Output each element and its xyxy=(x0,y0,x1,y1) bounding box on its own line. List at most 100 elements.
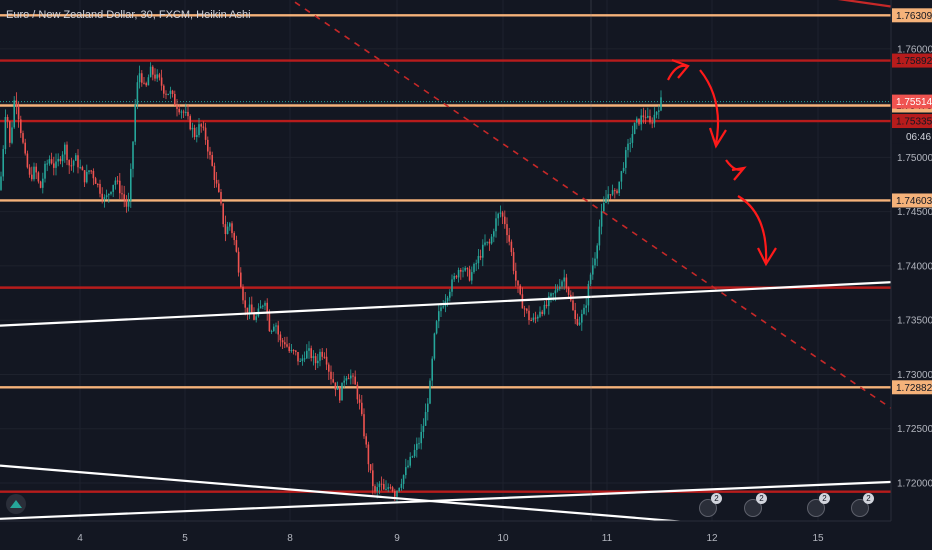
candle-body xyxy=(92,170,95,179)
candle-body xyxy=(345,378,348,381)
candle-body xyxy=(609,194,612,196)
candle-body xyxy=(202,126,205,128)
candle-body xyxy=(44,163,46,179)
candle-body xyxy=(519,285,521,295)
trendline-dashed-resistance[interactable] xyxy=(294,1,892,409)
candle-body xyxy=(563,277,565,282)
candle-body xyxy=(649,115,651,123)
arrow-down-curve-1 xyxy=(699,69,720,145)
candle-body xyxy=(350,375,352,379)
candle-body xyxy=(517,280,519,286)
tradingview-logo-icon[interactable] xyxy=(6,494,26,514)
event-icon[interactable]: 2 xyxy=(744,493,767,517)
candle-body xyxy=(512,252,515,271)
candle-body xyxy=(475,263,477,265)
candle-body xyxy=(198,124,200,136)
arrow-down-curve-3 xyxy=(737,195,768,263)
candle-body xyxy=(33,166,35,180)
event-icon[interactable]: 2 xyxy=(851,493,874,517)
candle-body xyxy=(169,90,172,94)
candle-body xyxy=(332,379,334,383)
price-tag-box xyxy=(892,193,932,208)
candle-body xyxy=(48,159,51,164)
candle-body xyxy=(182,111,185,113)
candle-body xyxy=(281,340,284,343)
arrow-down-head-1 xyxy=(708,127,727,149)
candle-body xyxy=(152,66,154,75)
trendline-top-red[interactable] xyxy=(830,0,892,8)
candle-body xyxy=(262,305,264,307)
trendline-falling-line[interactable] xyxy=(0,464,701,525)
candle-body xyxy=(479,255,482,258)
time-tick-label: 12 xyxy=(706,533,718,544)
candle-body xyxy=(473,263,475,273)
candle-body xyxy=(138,73,141,83)
candle-body xyxy=(290,350,293,352)
candle-body xyxy=(361,402,363,415)
trendline-lower-support[interactable] xyxy=(0,480,892,520)
candle-body xyxy=(510,241,513,253)
candle-body xyxy=(486,241,488,243)
candle-body xyxy=(37,172,40,182)
candle-body xyxy=(343,380,345,383)
candle-body xyxy=(99,183,101,194)
candle-body xyxy=(15,100,18,106)
candle-body xyxy=(312,356,315,359)
candle-body xyxy=(490,236,493,244)
candle-body xyxy=(200,124,202,127)
candle-body xyxy=(420,431,422,444)
candle-body xyxy=(229,223,231,227)
candle-body xyxy=(341,382,343,401)
candle-body xyxy=(180,111,183,113)
candle-body xyxy=(218,183,220,193)
candle-body xyxy=(354,376,356,385)
candle-body xyxy=(402,475,405,484)
candle-body xyxy=(651,122,653,124)
candle-body xyxy=(660,97,662,111)
time-tick-label: 4 xyxy=(77,533,83,544)
time-axis-panel[interactable] xyxy=(0,521,932,550)
candle-body xyxy=(629,142,631,144)
candle-body xyxy=(301,358,304,361)
candle-body xyxy=(160,77,163,86)
candle-body xyxy=(211,155,213,166)
candle-body xyxy=(189,116,191,130)
event-icon[interactable]: 2 xyxy=(807,493,830,517)
candle-body xyxy=(548,296,550,307)
candle-body xyxy=(11,127,13,143)
candle-body xyxy=(504,216,506,225)
price-axis-panel[interactable] xyxy=(891,0,932,550)
candle-body xyxy=(286,344,288,347)
candle-body xyxy=(631,134,634,143)
candle-body xyxy=(112,184,114,192)
candle-body xyxy=(308,348,310,351)
candle-body xyxy=(468,269,471,281)
candle-body xyxy=(367,444,370,465)
candle-body xyxy=(576,318,579,325)
candle-body xyxy=(61,154,64,162)
candle-body xyxy=(578,322,581,325)
candle-body xyxy=(231,223,233,234)
candle-body xyxy=(251,304,253,313)
candle-body xyxy=(79,167,81,169)
event-icon[interactable]: 2 xyxy=(699,493,722,517)
candle-body xyxy=(132,141,134,169)
candle-body xyxy=(57,158,59,162)
trendline-upper-support[interactable] xyxy=(0,281,892,327)
time-tick-label: 10 xyxy=(497,533,509,544)
candle-body xyxy=(607,194,609,199)
candle-body xyxy=(620,171,623,182)
candle-body xyxy=(616,190,618,194)
candle-body xyxy=(328,364,330,372)
candle-body xyxy=(561,281,563,287)
candle-body xyxy=(83,170,86,183)
time-tick-label: 15 xyxy=(812,533,824,544)
candle-body xyxy=(411,456,414,458)
candle-body xyxy=(394,491,396,497)
price-tag-label: 1.76309 xyxy=(896,11,932,22)
candle-body xyxy=(90,170,92,172)
candle-body xyxy=(103,197,106,200)
candle-body xyxy=(22,133,24,143)
